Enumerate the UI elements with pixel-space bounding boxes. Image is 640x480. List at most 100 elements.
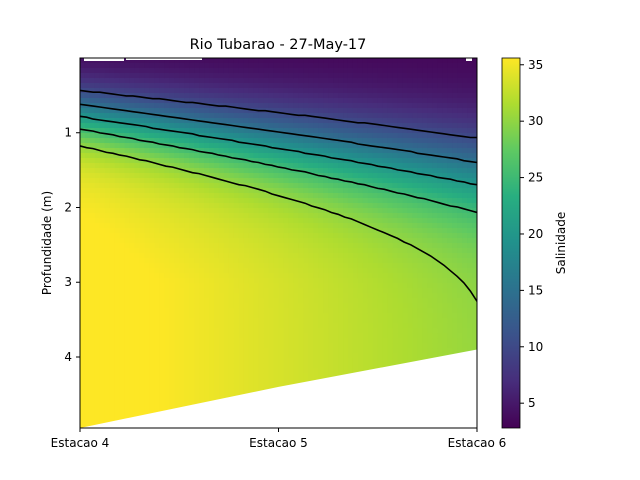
salinity-cell [352,343,359,349]
salinity-cell [109,358,116,364]
salinity-cell [204,58,210,64]
salinity-cell [362,288,369,294]
salinity-cell [104,203,111,209]
salinity-cell [124,158,131,164]
salinity-cell [402,253,409,259]
salinity-cell [179,343,185,349]
salinity-cell [99,283,106,289]
salinity-cell [243,118,250,124]
salinity-cell [253,223,260,229]
salinity-cell [169,303,175,309]
salinity-cell [288,178,294,184]
salinity-cell [303,313,309,319]
salinity-cell [293,218,299,224]
salinity-cell [258,318,265,324]
salinity-cell [89,153,96,159]
salinity-cell [154,408,160,414]
salinity-cell [338,363,344,369]
salinity-cell [94,103,101,109]
salinity-cell [159,208,165,214]
salinity-cell [134,223,141,229]
salinity-cell [258,233,265,239]
salinity-cell [293,273,299,279]
salinity-cell [288,293,294,299]
salinity-cell [109,398,116,404]
salinity-cell [139,168,146,174]
salinity-cell [80,408,86,414]
salinity-cell [308,58,314,64]
salinity-cell [189,213,195,219]
salinity-cell [144,163,151,169]
salinity-cell [278,383,285,389]
salinity-cell [362,293,369,299]
salinity-cell [263,158,270,164]
salinity-cell [124,353,131,359]
salinity-cell [179,338,185,344]
salinity-cell [94,128,101,134]
salinity-cell [134,268,141,274]
salinity-cell [402,58,409,64]
salinity-cell [382,138,389,144]
salinity-cell [169,298,175,304]
salinity-cell [218,148,225,154]
salinity-cell [258,263,265,269]
salinity-cell [347,278,354,284]
salinity-cell [94,273,101,279]
salinity-cell [318,308,324,314]
salinity-cell [352,368,359,374]
salinity-cell [323,258,329,264]
salinity-cell [199,293,205,299]
salinity-cell [104,73,111,79]
salinity-cell [228,293,235,299]
salinity-cell [293,323,299,329]
salinity-cell [233,223,240,229]
salinity-cell [407,188,414,194]
salinity-cell [124,128,131,134]
salinity-cell [258,83,265,89]
salinity-cell [169,288,175,294]
salinity-cell [263,193,270,199]
salinity-cell [164,68,170,74]
salinity-cell [104,208,111,214]
salinity-cell [159,183,165,189]
salinity-cell [204,263,210,269]
salinity-cell [199,58,205,64]
salinity-cell [129,278,136,284]
salinity-cell [382,248,389,254]
salinity-cell [114,143,121,149]
salinity-cell [213,368,220,374]
salinity-cell [174,303,180,309]
salinity-cell [114,243,121,249]
salinity-cell [89,218,96,224]
salinity-cell [184,223,190,229]
salinity-cell [159,193,165,199]
salinity-cell [204,248,210,254]
salinity-cell [194,163,200,169]
salinity-cell [159,168,165,174]
salinity-cell [387,213,394,219]
salinity-cell [209,58,215,64]
salinity-cell [278,223,285,229]
salinity-cell [333,268,339,274]
salinity-cell [338,208,344,214]
salinity-cell [278,248,285,254]
salinity-cell [263,73,270,79]
salinity-cell [114,363,121,369]
salinity-cell [89,318,96,324]
salinity-cell [89,273,96,279]
salinity-cell [407,138,414,144]
salinity-cell [174,73,180,79]
salinity-cell [119,233,126,239]
salinity-cell [174,323,180,329]
salinity-cell [204,108,210,114]
salinity-cell [89,68,96,74]
salinity-cell [154,323,160,329]
salinity-cell [328,193,334,199]
salinity-cell [233,183,240,189]
salinity-cell [199,258,205,264]
salinity-cell [258,328,265,334]
salinity-cell [303,168,309,174]
salinity-cell [80,73,86,79]
salinity-cell [134,58,141,64]
salinity-cell [84,138,91,144]
